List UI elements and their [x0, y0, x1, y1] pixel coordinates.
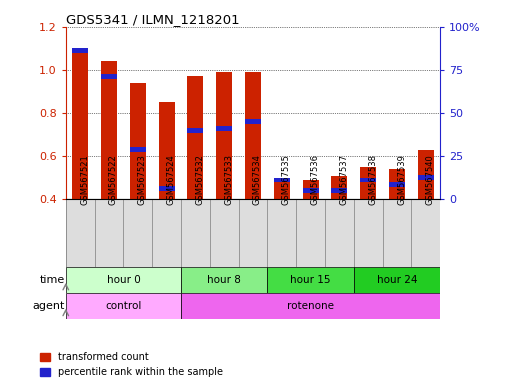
Text: GSM567537: GSM567537	[339, 154, 348, 205]
Text: hour 8: hour 8	[207, 275, 241, 285]
Bar	[295, 199, 324, 267]
Text: GDS5341 / ILMN_1218201: GDS5341 / ILMN_1218201	[66, 13, 239, 26]
Bar	[411, 199, 439, 267]
Bar	[66, 267, 181, 293]
Bar	[273, 177, 289, 182]
Bar	[238, 199, 267, 267]
Bar	[302, 188, 318, 193]
Text: control: control	[105, 301, 141, 311]
Text: hour 15: hour 15	[290, 275, 330, 285]
Bar	[388, 169, 404, 199]
Bar	[181, 267, 267, 293]
Text: GSM567524: GSM567524	[166, 154, 175, 205]
Bar	[72, 48, 88, 53]
Text: GSM567536: GSM567536	[310, 154, 319, 205]
Bar	[331, 188, 346, 193]
Text: GSM567534: GSM567534	[252, 154, 262, 205]
Text: GSM567533: GSM567533	[224, 154, 233, 205]
Bar	[210, 199, 238, 267]
Bar	[123, 199, 152, 267]
Bar	[353, 267, 439, 293]
Bar	[66, 199, 94, 267]
Bar	[417, 175, 433, 180]
Bar	[302, 180, 318, 199]
Bar	[159, 186, 174, 191]
Bar	[382, 199, 411, 267]
Bar	[130, 83, 145, 199]
Bar	[417, 150, 433, 199]
Legend: transformed count, percentile rank within the sample: transformed count, percentile rank withi…	[40, 353, 222, 377]
Bar	[360, 177, 375, 182]
Bar	[216, 72, 232, 199]
Bar	[101, 61, 117, 199]
Text: rotenone: rotenone	[286, 301, 333, 311]
Bar	[187, 76, 203, 199]
Text: GSM567523: GSM567523	[137, 154, 146, 205]
Bar	[101, 74, 117, 79]
Bar	[331, 175, 346, 199]
Bar	[273, 180, 289, 199]
Bar	[244, 72, 261, 199]
Bar	[324, 199, 353, 267]
Bar	[267, 199, 295, 267]
Bar	[353, 199, 382, 267]
Bar	[72, 48, 88, 199]
Bar	[187, 128, 203, 133]
Bar	[130, 147, 145, 152]
Text: hour 0: hour 0	[106, 275, 140, 285]
Text: GSM567539: GSM567539	[396, 154, 405, 205]
Bar	[244, 119, 261, 124]
Bar	[181, 199, 210, 267]
Bar	[152, 199, 181, 267]
Text: GSM567532: GSM567532	[195, 154, 204, 205]
Bar	[159, 102, 174, 199]
Bar	[267, 267, 353, 293]
Text: GSM567522: GSM567522	[109, 154, 118, 205]
Bar	[181, 293, 439, 319]
Text: GSM567538: GSM567538	[368, 154, 376, 205]
Text: hour 24: hour 24	[376, 275, 417, 285]
Bar	[388, 182, 404, 187]
Bar	[94, 199, 123, 267]
Bar	[360, 167, 375, 199]
Bar	[66, 293, 181, 319]
Text: time: time	[40, 275, 65, 285]
Text: GSM567535: GSM567535	[281, 154, 290, 205]
Text: agent: agent	[33, 301, 65, 311]
Text: GSM567521: GSM567521	[80, 154, 89, 205]
Text: GSM567540: GSM567540	[425, 154, 434, 205]
Bar	[216, 126, 232, 131]
